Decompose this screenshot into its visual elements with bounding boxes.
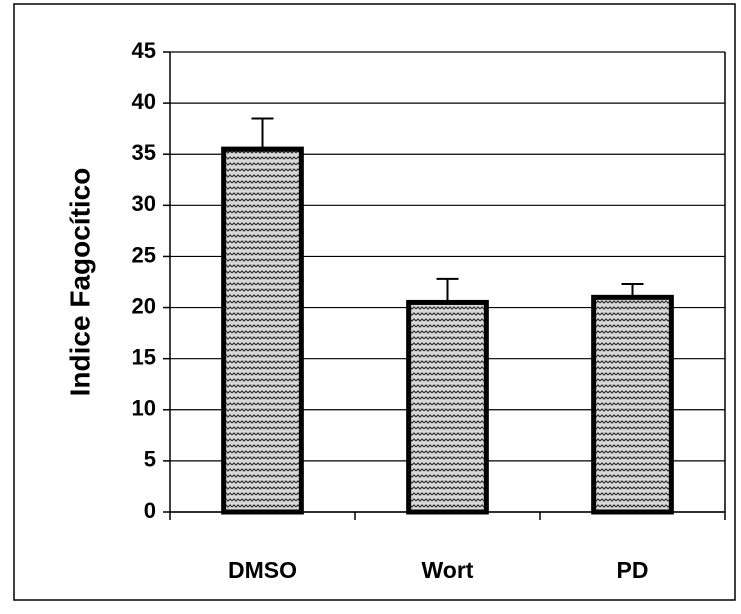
error-bar <box>436 277 459 303</box>
x-tick-label: DMSO <box>228 557 297 583</box>
y-tick-label: 45 <box>132 38 156 63</box>
bar <box>221 146 304 515</box>
y-tick-label: 20 <box>132 293 156 318</box>
bar <box>591 294 674 515</box>
y-tick-label: 10 <box>132 396 156 421</box>
y-tick-label: 15 <box>132 344 156 369</box>
error-bar <box>251 117 274 150</box>
error-bar <box>621 283 644 298</box>
y-tick-label: 25 <box>132 242 156 267</box>
x-tick-label: Wort <box>422 557 474 583</box>
bar <box>406 299 489 515</box>
frame <box>13 3 736 601</box>
y-tick-label: 5 <box>144 447 156 472</box>
y-tick-label: 40 <box>132 89 156 114</box>
y-tick-label: 35 <box>132 140 156 165</box>
x-tick-label: PD <box>617 557 649 583</box>
y-tick-label: 0 <box>144 498 156 523</box>
y-axis-label: Indice Fagocítico <box>64 168 95 397</box>
y-tick-label: 30 <box>132 191 156 216</box>
